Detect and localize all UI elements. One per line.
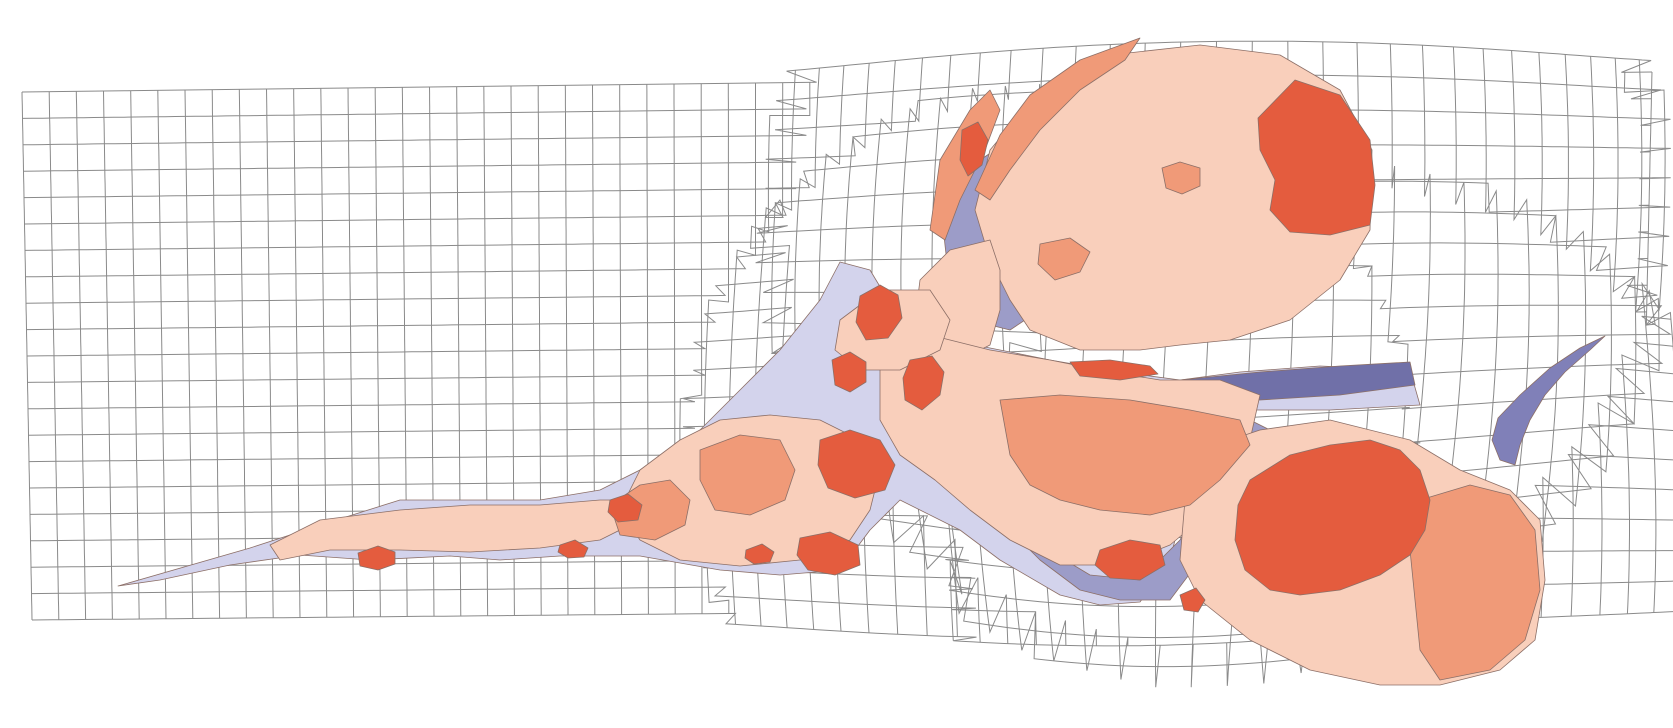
region-east-island [1491,335,1606,466]
region-dark-spot-e [796,531,861,576]
region-west-oval [609,479,691,541]
region-dark-spot-l [557,539,589,559]
region-dark-spot-f [607,493,643,523]
region-medium-spot-b [1037,237,1091,281]
region-dark-spot-a [855,284,903,341]
grid-parallel [22,89,1671,146]
grid-parallel [25,264,1658,304]
map-regions [117,37,1606,686]
region-dark-spot-j [959,121,989,177]
region-southeast-east [1409,484,1541,681]
grid-parallel [23,154,1671,199]
grid-parallel [24,166,1671,225]
grid-parallel [24,198,1670,251]
region-west-central-medium [699,434,796,516]
region-north-arc [974,37,1141,201]
grid-parallel [22,74,1662,119]
region-dark-spot-c [902,355,945,411]
region-northeast-dark [1257,79,1376,236]
region-dark-spot-h [1094,539,1166,581]
region-dark-spot-g [357,545,396,571]
region-dark-spot-b [831,351,867,393]
region-medium-spot-a [1161,161,1201,195]
region-dark-spot-d [817,429,896,499]
grid-parallel [26,315,1673,370]
region-southeast-dark [1234,439,1431,596]
grid-parallel [26,289,1663,335]
grid-parallel [25,230,1668,278]
region-dark-spot-m [1179,587,1206,613]
region-central-east [999,394,1251,516]
grid-parallel [21,40,1653,93]
grid-parallel [23,122,1671,172]
region-dark-spot-k [744,543,775,565]
region-dark-spot-i [1069,359,1159,381]
